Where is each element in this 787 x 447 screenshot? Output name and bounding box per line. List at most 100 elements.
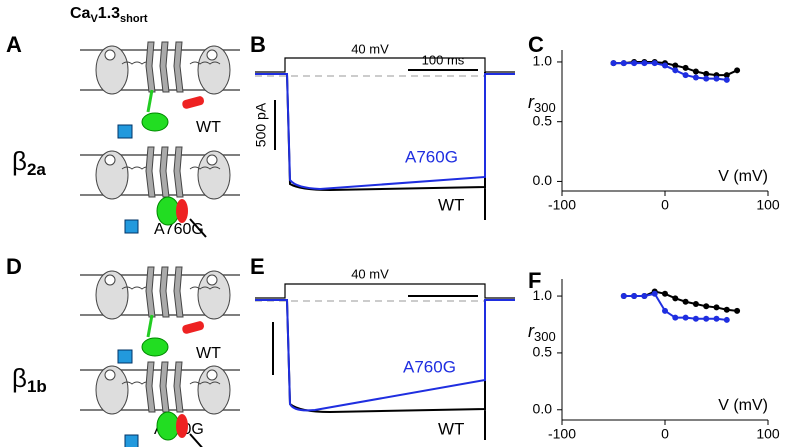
- mutant-trace-label: A760G: [405, 147, 458, 166]
- voltage-label: 40 mV: [351, 41, 389, 56]
- point: [641, 293, 648, 300]
- beta-symbol: β: [12, 363, 27, 393]
- pore-helix: [145, 146, 156, 198]
- beta-symbol: β: [12, 146, 27, 176]
- mutant-trace-label: A760G: [403, 357, 456, 376]
- pore-helix: [159, 266, 170, 318]
- construct-base: Ca: [70, 5, 91, 22]
- vsd: [197, 270, 231, 320]
- mutant-label: A760G: [154, 221, 204, 238]
- panel-letter: B: [250, 32, 266, 57]
- panel-letter: D: [6, 254, 22, 279]
- y-label-sub: 300: [534, 100, 556, 115]
- x-tick-label: -100: [548, 426, 576, 442]
- vsd: [95, 150, 129, 200]
- series-line: [623, 290, 738, 312]
- point: [713, 315, 720, 322]
- beta-label: β1b: [12, 363, 47, 397]
- point: [672, 314, 679, 321]
- panel-letter: A: [6, 32, 22, 57]
- schematics: [80, 41, 240, 447]
- red-domain: [176, 199, 188, 223]
- point: [703, 315, 710, 322]
- point: [682, 72, 689, 79]
- point: [682, 314, 689, 321]
- point: [692, 68, 699, 75]
- panel-letter: C: [528, 32, 544, 57]
- x-axis-label: V (mV): [718, 397, 768, 414]
- y-tick-label: 0.5: [533, 344, 553, 360]
- point: [641, 60, 648, 67]
- y-tick-label: 0.5: [533, 112, 553, 128]
- pore-helix: [173, 146, 184, 198]
- ct: [124, 219, 139, 234]
- point: [723, 72, 730, 79]
- series-line: [613, 62, 727, 81]
- charge: [206, 49, 218, 61]
- point: [713, 75, 720, 82]
- mutant-trace: [255, 299, 515, 412]
- x-tick-label: 0: [661, 426, 669, 442]
- charge: [104, 154, 116, 166]
- beta: [141, 337, 169, 357]
- construct-title: CaV1.3short: [70, 5, 148, 25]
- x-axis-label: V (mV): [718, 168, 768, 185]
- point: [703, 70, 710, 77]
- helix: [189, 61, 221, 65]
- point: [631, 293, 638, 300]
- point: [692, 315, 699, 322]
- x-tick-label: 100: [756, 197, 780, 213]
- wt-trace-label: WT: [438, 195, 464, 214]
- charge: [206, 274, 218, 286]
- beta-sub: 2a: [27, 160, 46, 179]
- helix: [189, 381, 221, 385]
- charge: [104, 369, 116, 381]
- pore-helix: [173, 266, 184, 318]
- y-label-sub: 300: [534, 329, 556, 344]
- voltage-step: [255, 57, 515, 73]
- point: [734, 67, 741, 74]
- x-tick-label: 0: [661, 197, 669, 213]
- point: [672, 67, 679, 74]
- pore-helix: [159, 361, 170, 413]
- point: [734, 307, 741, 314]
- arrow: [189, 218, 207, 238]
- point: [703, 75, 710, 82]
- y-axis-label: r300: [528, 92, 556, 116]
- charge: [206, 154, 218, 166]
- point: [662, 290, 668, 297]
- charge: [206, 369, 218, 381]
- vsd: [95, 365, 129, 415]
- arrow: [189, 433, 203, 447]
- wt-label: WT: [196, 119, 221, 136]
- point: [662, 307, 668, 314]
- beta: [156, 411, 180, 441]
- vsd: [95, 45, 129, 95]
- beta-label: β2a: [12, 146, 46, 180]
- linker: [146, 89, 154, 113]
- pore-helix: [145, 266, 156, 318]
- beta-sub: 1b: [27, 377, 47, 396]
- mutant-trace: [255, 73, 515, 191]
- y-tick-label: 1.0: [533, 287, 553, 303]
- red-domain: [176, 414, 188, 438]
- point: [682, 64, 689, 71]
- pore-helix: [173, 361, 184, 413]
- red-domain: [182, 321, 205, 334]
- ct: [117, 349, 133, 364]
- panel-letter: F: [528, 268, 541, 293]
- vsd: [197, 45, 231, 95]
- construct-sub: V: [90, 13, 98, 25]
- y-tick-label: 0.0: [533, 400, 553, 416]
- point: [610, 60, 617, 67]
- wt-trace-label: WT: [438, 419, 464, 438]
- point: [692, 74, 699, 81]
- pore-helix: [145, 361, 156, 413]
- pore-helix: [145, 41, 156, 93]
- helix: [189, 166, 221, 170]
- x-tick-label: -100: [548, 197, 576, 213]
- linker: [146, 314, 154, 338]
- traces-e: [255, 283, 515, 440]
